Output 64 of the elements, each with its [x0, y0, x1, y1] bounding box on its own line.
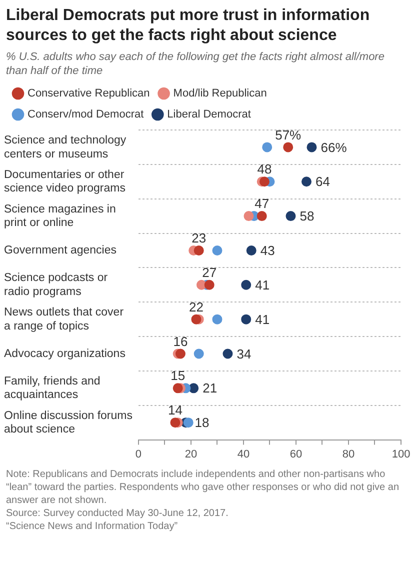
data-label: 21 — [202, 380, 218, 396]
point — [262, 142, 272, 152]
y-tick-label: Government agencies — [4, 244, 117, 257]
data-label: 22 — [188, 299, 204, 314]
point — [222, 348, 233, 359]
chart-title: Liberal Democrats put more trust in information sources to get the facts right about science — [5, 6, 371, 46]
data-label: 41 — [255, 312, 270, 327]
data-label: 43 — [260, 243, 275, 258]
point — [183, 418, 194, 428]
legend-label: Liberal Democrat — [167, 108, 251, 121]
point — [170, 418, 180, 428]
source-note: Source: Survey conducted May 30-June 12, 2017. — [6, 507, 230, 520]
data-label: 48 — [257, 162, 272, 177]
x-tick-label: 60 — [290, 448, 302, 460]
x-tick-label: 100 — [392, 448, 410, 460]
data-label: 47 — [254, 196, 270, 212]
data-label: 64 — [315, 174, 330, 190]
data-label: 27 — [202, 264, 217, 280]
y-tick-label: News outlets that cover a range of topics — [4, 306, 124, 332]
data-label: 66% — [320, 140, 348, 155]
y-tick-label: Documentaries or other science video programs — [4, 168, 126, 195]
y-tick-label: Online discussion forums about science — [4, 410, 133, 436]
data-label: 18 — [194, 415, 210, 430]
data-label: 16 — [173, 334, 188, 349]
legend-label: Conservative Republican — [28, 88, 150, 100]
data-label: 41 — [255, 277, 270, 292]
x-tick-label: 0 — [135, 448, 142, 460]
x-tick-label: 80 — [342, 448, 355, 460]
point — [256, 211, 267, 222]
point — [175, 348, 186, 359]
text: Note: Republicans and Democrats include independents and other non-partisans who “lean” toward the parties. Respondents who gave other responses or who did not give an answer are not shown. — [6, 468, 400, 507]
point — [241, 280, 252, 290]
point — [306, 142, 317, 152]
data-label: 14 — [168, 402, 182, 418]
point — [212, 245, 222, 256]
data-label: 58 — [300, 208, 314, 224]
legend-label: Mod/lib Republican — [173, 88, 267, 100]
point — [259, 176, 270, 187]
point — [212, 314, 222, 324]
point — [246, 245, 256, 256]
point — [194, 245, 204, 256]
y-tick-label: Advocacy organizations — [4, 348, 126, 360]
x-tick-label: 20 — [184, 448, 198, 460]
chart-subtitle: % U.S. adults who say each of the following get the facts right almost all/more than half of the time — [5, 50, 386, 78]
point — [244, 211, 254, 222]
point — [172, 383, 183, 394]
data-label: 57% — [275, 127, 302, 142]
data-label: 34 — [236, 346, 252, 362]
text: “Science News and Information Today” — [6, 520, 179, 533]
point — [301, 176, 312, 187]
point — [204, 280, 214, 290]
point — [191, 314, 202, 324]
data-label: 23 — [192, 230, 206, 246]
legend-label: Conserv/mod Democrat — [28, 108, 144, 121]
data-label: 15 — [170, 368, 186, 384]
x-tick-label: 40 — [237, 448, 250, 460]
y-tick-label: Science and technology centers or museums — [4, 134, 126, 160]
y-tick-label: Science podcasts or radio programs — [4, 272, 108, 298]
point — [283, 142, 294, 152]
point — [241, 314, 252, 324]
point — [194, 348, 204, 359]
point — [286, 211, 296, 222]
y-tick-label: Family, friends and acquaintances — [4, 375, 100, 402]
y-tick-label: Science magazines in print or online — [4, 203, 116, 230]
